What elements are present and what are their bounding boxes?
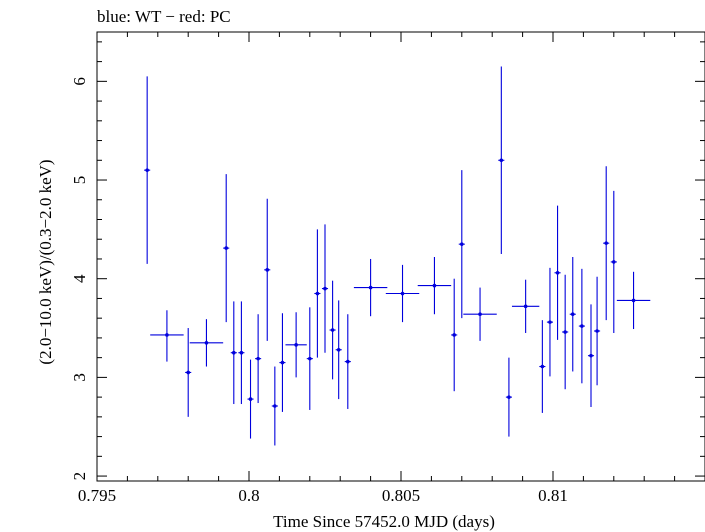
data-point	[230, 301, 237, 405]
data-point	[189, 319, 224, 367]
point-marker	[452, 333, 457, 337]
data-point	[505, 357, 512, 437]
x-tick-label: 0.8	[238, 486, 259, 505]
point-marker	[145, 168, 149, 172]
point-marker	[612, 260, 616, 264]
point-marker	[273, 404, 277, 408]
point-marker	[256, 356, 260, 361]
point-marker	[478, 312, 482, 317]
data-point	[335, 300, 342, 400]
data-point	[610, 190, 617, 333]
y-axis: 2 3 4 5 6	[70, 41, 705, 481]
data-point	[279, 313, 286, 412]
point-marker	[570, 312, 575, 317]
point-marker	[368, 285, 373, 290]
x-tick-label: 0.81	[538, 486, 568, 505]
data-point	[223, 174, 230, 323]
data-point	[150, 310, 184, 362]
point-marker	[460, 242, 464, 246]
data-point	[562, 274, 569, 390]
point-marker	[507, 395, 511, 399]
data-point	[451, 278, 458, 392]
data-point	[144, 76, 151, 264]
data-point	[539, 320, 546, 413]
data-point	[264, 198, 271, 341]
point-marker	[523, 304, 528, 309]
x-axis-label: Time Since 57452.0 MJD (days)	[273, 512, 495, 531]
data-point	[603, 166, 610, 321]
data-point	[458, 170, 465, 319]
data-point	[417, 256, 452, 315]
data-point	[546, 267, 553, 377]
point-marker	[232, 350, 236, 355]
point-marker	[432, 283, 437, 288]
data-point	[344, 314, 351, 409]
data-point	[578, 268, 585, 384]
data-point	[271, 366, 278, 446]
data-point	[185, 328, 192, 417]
point-marker	[548, 320, 552, 324]
data-point	[554, 205, 561, 340]
data-point	[498, 66, 505, 255]
point-marker	[400, 291, 405, 296]
point-marker	[499, 158, 504, 163]
point-marker	[580, 324, 584, 328]
data-point	[321, 224, 329, 353]
data-points	[144, 66, 651, 446]
point-marker	[589, 353, 593, 358]
point-marker	[224, 246, 228, 250]
point-marker	[315, 291, 320, 296]
data-point	[587, 304, 595, 407]
data-point	[511, 279, 540, 333]
y-tick-label: 2	[70, 472, 89, 481]
x-axis: 0.795 0.8 0.805 0.81	[78, 32, 705, 505]
point-marker	[631, 298, 636, 303]
point-marker	[563, 330, 567, 334]
point-marker	[595, 329, 599, 333]
point-marker	[346, 359, 350, 364]
point-marker	[239, 350, 244, 355]
data-point	[247, 359, 254, 439]
point-marker	[336, 347, 341, 352]
data-point	[385, 264, 420, 323]
point-marker	[280, 360, 285, 365]
point-marker	[604, 241, 608, 245]
point-marker	[294, 343, 298, 347]
y-tick-label: 5	[70, 176, 89, 185]
point-marker	[555, 270, 560, 275]
point-marker	[204, 341, 209, 345]
point-marker	[248, 397, 253, 401]
point-marker	[308, 356, 312, 361]
point-marker	[323, 286, 327, 291]
data-point	[569, 256, 576, 372]
chart-title: blue: WT − red: PC	[97, 7, 231, 26]
point-marker	[265, 268, 270, 272]
data-point	[463, 287, 497, 341]
point-marker	[165, 333, 169, 337]
data-point	[306, 307, 313, 410]
x-tick-label: 0.805	[382, 486, 420, 505]
y-axis-label: (2.0−10.0 keV)/(0.3−2.0 keV)	[36, 159, 55, 364]
x-tick-label: 0.795	[78, 486, 116, 505]
data-point	[329, 280, 336, 380]
y-tick-label: 3	[70, 373, 89, 382]
y-tick-label: 6	[70, 77, 89, 86]
data-point	[594, 276, 601, 386]
point-marker	[330, 328, 335, 332]
data-point	[353, 258, 388, 317]
data-point	[314, 229, 321, 358]
point-marker	[540, 364, 545, 369]
data-point	[616, 271, 651, 330]
data-point	[255, 314, 262, 404]
data-point	[238, 301, 245, 405]
data-point	[285, 312, 307, 378]
y-tick-label: 4	[70, 274, 89, 283]
point-marker	[186, 370, 190, 375]
